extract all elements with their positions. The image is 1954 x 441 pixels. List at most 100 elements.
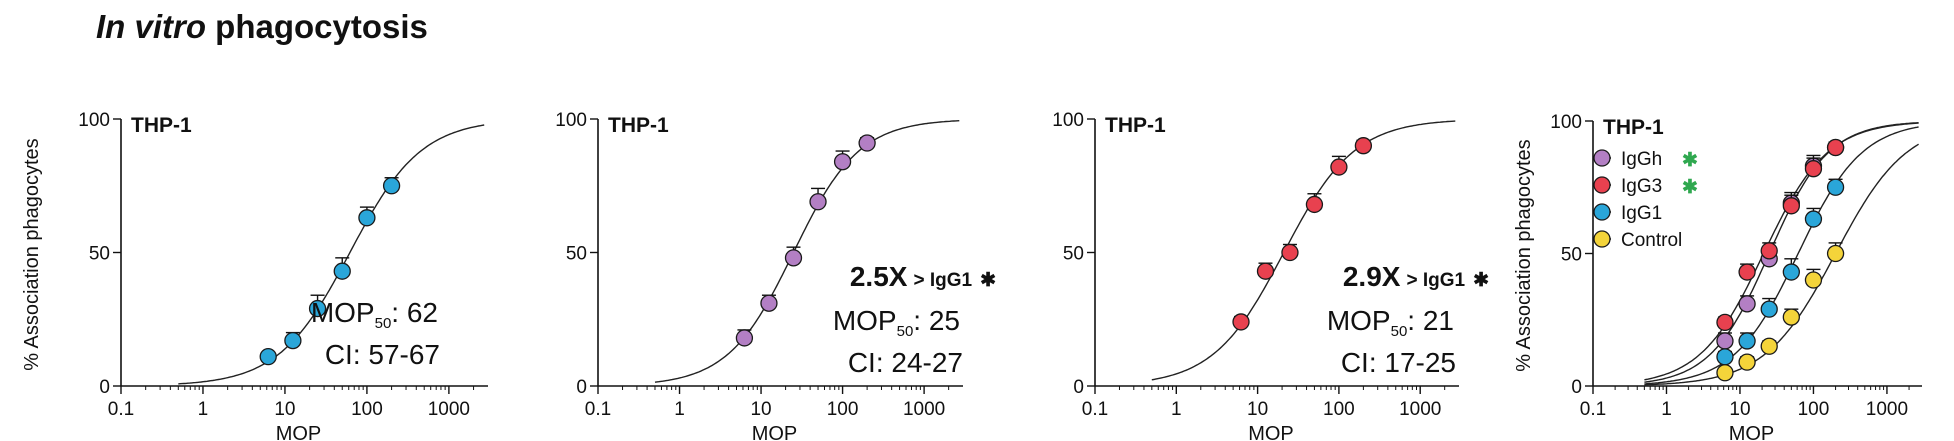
y-tick-label: 0 bbox=[1073, 377, 1084, 398]
chart-panel-2: 0.1 1 10 100 1000 0 50 100 MOP THP-1 2.5X > IgG1 ✱ MO… bbox=[555, 110, 996, 441]
data-point-iggh bbox=[833, 153, 852, 171]
legend-marker bbox=[1593, 149, 1611, 167]
x-tick-label: 1 bbox=[1661, 399, 1672, 420]
data-point-iggh bbox=[784, 249, 803, 267]
x-tick-label: 10 bbox=[274, 399, 295, 420]
x-tick-label: 1 bbox=[1171, 399, 1182, 420]
x-axis-label: MOP bbox=[1729, 423, 1775, 441]
data-point-igg1 bbox=[1782, 263, 1800, 281]
fit-curve-igg1 bbox=[178, 124, 485, 385]
x-axis-label: MOP bbox=[752, 423, 798, 441]
x-axis-label: MOP bbox=[276, 423, 322, 441]
legend-marker bbox=[1593, 176, 1611, 194]
chart-panel-1: 0.1 1 10 100 1000 0 50 100 MOP % Association phag… bbox=[21, 110, 488, 441]
mop50-annotation: MOP50: 21 bbox=[1327, 305, 1454, 340]
x-tick-label: 1000 bbox=[428, 399, 470, 420]
data-point-igg3 bbox=[1281, 243, 1299, 262]
x-tick-label: 1 bbox=[198, 399, 209, 420]
data-point-iggh bbox=[809, 193, 827, 211]
legend-marker bbox=[1593, 203, 1611, 221]
y-tick-label: 50 bbox=[1561, 245, 1582, 266]
data-point-iggh bbox=[1738, 295, 1756, 313]
legend-item-igg3: IgG3 ✱ bbox=[1593, 176, 1698, 198]
fit-curve-igg3 bbox=[1151, 120, 1456, 381]
x-tick-label: 1000 bbox=[903, 399, 945, 420]
y-axis-label: % Association phagocytes bbox=[21, 138, 43, 370]
data-point-control bbox=[1804, 271, 1823, 289]
data-point-control bbox=[1782, 308, 1800, 326]
legend-item-control: Control bbox=[1593, 230, 1682, 251]
data-point-igg3 bbox=[1738, 263, 1756, 281]
page-title-italic: In vitro bbox=[96, 8, 207, 45]
x-tick-label: 100 bbox=[351, 399, 383, 420]
significance-star: ✱ bbox=[1682, 150, 1698, 171]
significance-star: ✱ bbox=[1682, 177, 1698, 198]
y-tick-label: 50 bbox=[89, 244, 110, 265]
fit-curve-control bbox=[1644, 143, 1919, 386]
legend-marker bbox=[1593, 230, 1611, 248]
data-point-igg1 bbox=[382, 177, 401, 195]
x-tick-label: 1000 bbox=[1866, 399, 1908, 420]
ci-annotation: CI: 57-67 bbox=[325, 339, 440, 370]
panel-cell-label: THP-1 bbox=[608, 114, 669, 137]
y-tick-label: 100 bbox=[1052, 110, 1084, 131]
x-tick-label: 0.1 bbox=[585, 399, 611, 420]
data-point-igg3 bbox=[1826, 138, 1845, 157]
x-axis-label: MOP bbox=[1248, 423, 1294, 441]
chart-panel-3: 0.1 1 10 100 1000 0 50 100 MOP THP-1 2.9X > IgG1 ✱ MO… bbox=[1052, 110, 1489, 441]
data-point-igg1 bbox=[259, 347, 277, 366]
data-point-control bbox=[1738, 353, 1756, 371]
chart-panel-4: 0.1 1 10 100 1000 0 50 100 MOP % Association phag… bbox=[1513, 112, 1922, 441]
data-point-igg1 bbox=[1804, 210, 1823, 228]
y-axis-label: % Association phagocytes bbox=[1513, 139, 1535, 371]
data-point-igg3 bbox=[1330, 158, 1348, 176]
legend-label: IgG1 bbox=[1621, 203, 1662, 224]
data-point-igg1 bbox=[1760, 300, 1778, 318]
data-point-igg3 bbox=[1256, 262, 1275, 280]
fit-curve-igg3 bbox=[1644, 122, 1919, 381]
y-tick-label: 100 bbox=[1550, 112, 1582, 133]
legend-item-igg1: IgG1 bbox=[1593, 203, 1662, 224]
ci-annotation: CI: 24-27 bbox=[848, 347, 963, 378]
panel-cell-label: THP-1 bbox=[131, 114, 192, 137]
data-point-igg3 bbox=[1716, 313, 1734, 332]
fold-annotation: 2.9X > IgG1 ✱ bbox=[1343, 261, 1489, 292]
ci-annotation: CI: 17-25 bbox=[1341, 347, 1456, 378]
data-point-igg1 bbox=[1826, 178, 1845, 196]
legend-item-iggh: IgGh ✱ bbox=[1593, 149, 1698, 171]
y-tick-label: 0 bbox=[576, 377, 587, 398]
y-tick-label: 100 bbox=[555, 110, 587, 131]
data-point-iggh bbox=[1716, 332, 1734, 350]
y-tick-label: 50 bbox=[566, 244, 587, 265]
data-point-igg3 bbox=[1782, 197, 1800, 215]
page-title: In vitro phagocytosis bbox=[96, 8, 428, 46]
data-point-iggh bbox=[735, 329, 754, 347]
legend-label: IgG3 bbox=[1621, 176, 1662, 197]
mop50-annotation: MOP50: 25 bbox=[833, 305, 960, 340]
panel-cell-label: THP-1 bbox=[1105, 114, 1166, 137]
data-point-igg1 bbox=[333, 262, 351, 280]
x-tick-label: 100 bbox=[1798, 399, 1830, 420]
data-point-igg1 bbox=[1738, 332, 1756, 350]
data-point-control bbox=[1716, 364, 1734, 382]
x-tick-label: 100 bbox=[1323, 399, 1355, 420]
x-tick-label: 1 bbox=[674, 399, 685, 420]
data-point-igg1 bbox=[1716, 348, 1734, 366]
data-point-igg1 bbox=[308, 299, 327, 318]
data-point-iggh bbox=[858, 134, 876, 152]
x-tick-label: 0.1 bbox=[108, 399, 134, 420]
y-tick-label: 50 bbox=[1063, 244, 1084, 265]
data-point-control bbox=[1826, 244, 1845, 263]
x-tick-label: 0.1 bbox=[1580, 399, 1606, 420]
x-tick-label: 10 bbox=[1247, 399, 1268, 420]
page-title-rest: phagocytosis bbox=[206, 8, 428, 45]
y-tick-label: 100 bbox=[78, 110, 110, 131]
x-tick-label: 1000 bbox=[1399, 399, 1441, 420]
data-point-control bbox=[1760, 337, 1778, 355]
data-point-iggh bbox=[760, 294, 778, 312]
legend-label: Control bbox=[1621, 230, 1682, 251]
x-tick-label: 100 bbox=[827, 399, 859, 420]
y-tick-label: 0 bbox=[1571, 377, 1582, 398]
data-point-igg1 bbox=[358, 209, 376, 227]
